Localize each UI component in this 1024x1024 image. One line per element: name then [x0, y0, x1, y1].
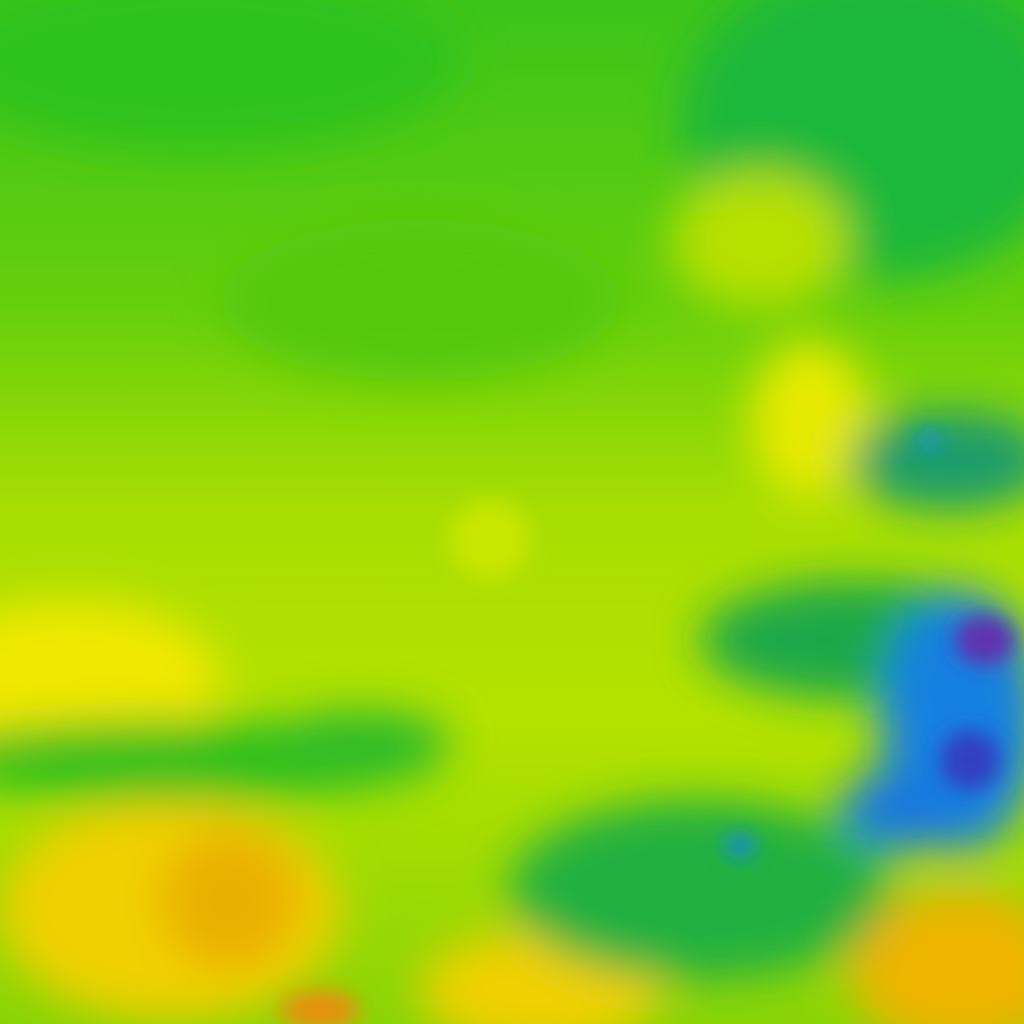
dark-green-area — [510, 800, 890, 980]
yellow-area — [750, 340, 870, 500]
yellow-area — [0, 600, 220, 760]
yellow-green-area — [670, 170, 850, 310]
blue-spot — [725, 833, 755, 857]
green-area — [220, 220, 620, 380]
orange-spot — [280, 990, 360, 1024]
green-band — [270, 710, 450, 770]
teal-area — [850, 410, 1024, 510]
detail-layer — [280, 432, 1015, 1024]
green-area — [0, 0, 460, 150]
blue-spot — [916, 432, 944, 448]
orange-area — [160, 830, 300, 970]
orange-area — [850, 890, 1024, 1024]
yellow-green-spot — [450, 500, 530, 580]
indigo-area — [940, 730, 1000, 790]
blue-area — [840, 770, 960, 850]
purple-area — [955, 615, 1015, 665]
